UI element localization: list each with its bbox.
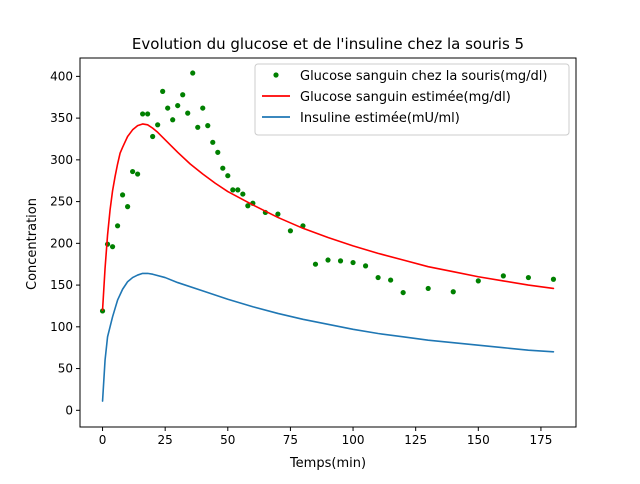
data-point: [119, 192, 126, 198]
x-tick-label: 175: [529, 433, 552, 447]
data-point: [425, 285, 431, 292]
data-point: [99, 308, 106, 314]
legend-box: [254, 63, 570, 136]
data-point: [375, 274, 381, 281]
data-point: [225, 173, 231, 179]
data-point: [337, 258, 344, 264]
plot-area: [99, 70, 557, 402]
y-tick-label: 400: [50, 69, 73, 83]
data-point: [130, 168, 136, 175]
legend-label: Glucose sanguin estimée(mg/dl): [300, 90, 511, 105]
x-tick-label: 0: [99, 433, 107, 447]
x-tick-label: 100: [342, 433, 365, 447]
x-tick-label: 150: [467, 433, 490, 447]
series-line-1: [101, 123, 555, 311]
data-point: [125, 204, 131, 210]
data-point: [195, 124, 201, 130]
data-point: [170, 117, 176, 123]
data-point: [165, 105, 171, 111]
data-point: [325, 257, 331, 263]
x-axis-label: Temps(min): [289, 456, 366, 471]
data-point: [180, 92, 186, 98]
data-point: [150, 133, 156, 140]
y-tick-label: 0: [65, 403, 73, 417]
data-point: [475, 278, 481, 284]
data-point: [145, 111, 151, 117]
axes-frame: [79, 57, 577, 428]
data-point: [109, 244, 116, 250]
data-point: [240, 191, 246, 197]
series-line-2: [101, 272, 555, 402]
data-point: [205, 123, 211, 129]
data-point: [155, 122, 161, 128]
axes: 0 25 50 75 100 125 150 175 0 50 100 150 200 250 300 350…: [50, 57, 577, 447]
legend: Glucose sanguin chez la souris(mg/dl) Glu…: [254, 63, 570, 136]
data-point: [215, 149, 221, 155]
data-point: [287, 228, 294, 234]
y-tick-label: 350: [50, 111, 73, 125]
data-point: [200, 105, 206, 111]
x-tick-label: 125: [404, 433, 427, 447]
chart-title: Evolution du glucose et de l'insuline ch…: [132, 35, 524, 53]
data-point: [160, 88, 166, 94]
data-point: [312, 261, 319, 267]
data-point: [230, 187, 236, 193]
data-point: [550, 276, 557, 282]
y-tick-label: 300: [50, 153, 73, 167]
x-tick-label: 25: [158, 433, 173, 447]
legend-label: Insuline estimée(mU/ml): [300, 111, 460, 126]
data-point: [175, 102, 181, 109]
data-point: [362, 263, 369, 269]
y-axis-label: Concentration: [25, 198, 40, 290]
x-tick-label: 75: [283, 433, 298, 447]
legend-label: Glucose sanguin chez la souris(mg/dl): [300, 69, 547, 84]
data-point: [210, 139, 216, 145]
data-point: [220, 165, 226, 171]
y-tick-label: 200: [50, 236, 73, 250]
y-tick-label: 150: [50, 278, 73, 292]
data-point: [500, 273, 506, 279]
y-tick-label: 250: [50, 195, 73, 209]
x-tick-label: 50: [220, 433, 235, 447]
data-point: [400, 289, 406, 296]
data-point: [275, 211, 281, 217]
legend-point-marker: [273, 72, 279, 78]
data-point: [190, 70, 196, 76]
y-tick-label: 50: [58, 362, 73, 376]
y-tick-label: 100: [50, 320, 73, 334]
data-point: [235, 187, 241, 193]
data-point: [525, 274, 532, 281]
data-point: [245, 203, 251, 209]
data-point: [140, 111, 146, 117]
data-point: [388, 277, 394, 283]
data-point: [350, 259, 356, 266]
data-point: [135, 171, 141, 177]
data-point: [185, 110, 191, 116]
data-point: [114, 223, 121, 229]
data-point: [450, 289, 456, 295]
